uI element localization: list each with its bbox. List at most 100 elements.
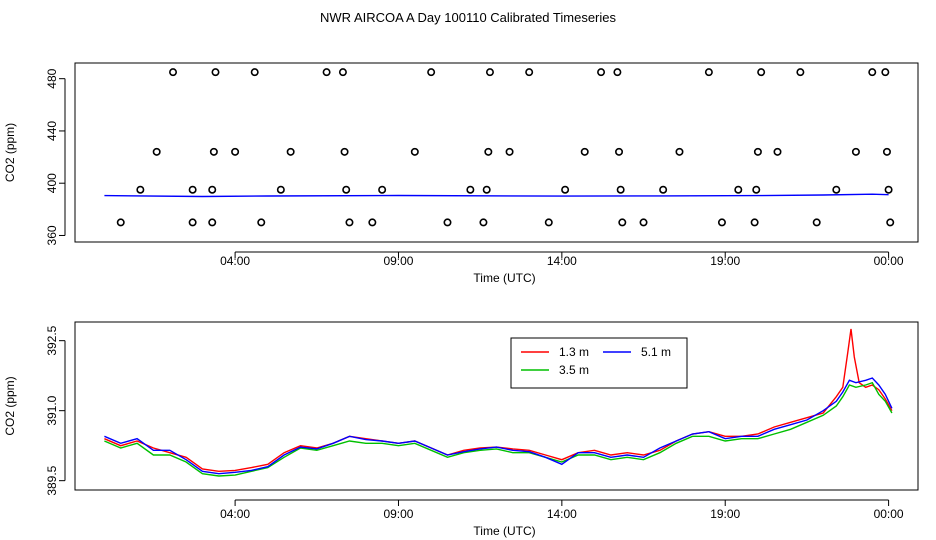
data-point xyxy=(505,147,514,156)
x-axis: 04:00 09:00 14:00 19:00 00:00 xyxy=(220,499,904,521)
data-point xyxy=(525,68,534,77)
data-point xyxy=(580,147,589,156)
data-point xyxy=(208,218,217,227)
y-axis: 360 400 440 480 xyxy=(45,68,66,245)
data-point xyxy=(882,147,891,156)
data-point xyxy=(597,68,606,77)
y-axis-title: CO2 (ppm) xyxy=(3,123,17,182)
data-point xyxy=(851,147,860,156)
data-point xyxy=(757,68,766,77)
data-point xyxy=(466,185,475,194)
data-point xyxy=(615,147,624,156)
data-point xyxy=(322,68,331,77)
data-point xyxy=(427,68,436,77)
data-point xyxy=(345,218,354,227)
data-point xyxy=(752,185,761,194)
data-point xyxy=(485,68,494,77)
x-axis-title: Time (UTC) xyxy=(473,271,535,285)
data-point xyxy=(169,68,178,77)
data-point xyxy=(561,185,570,194)
data-point xyxy=(484,147,493,156)
data-point xyxy=(753,147,762,156)
x-axis: 04:00 09:00 14:00 19:00 00:00 xyxy=(220,251,904,268)
legend: 1.3 m 3.5 m 5.1 m xyxy=(510,337,688,389)
y-tick-label: 360 xyxy=(45,225,59,245)
data-point xyxy=(276,185,285,194)
data-point xyxy=(479,218,488,227)
data-point xyxy=(340,147,349,156)
plot-frame xyxy=(74,321,919,491)
legend-label: 1.3 m xyxy=(559,345,589,359)
data-point xyxy=(209,147,218,156)
data-point xyxy=(675,147,684,156)
data-point xyxy=(286,147,295,156)
data-point xyxy=(618,218,627,227)
x-tick-label: 14:00 xyxy=(547,507,577,521)
data-point xyxy=(188,218,197,227)
data-point xyxy=(211,68,220,77)
data-point xyxy=(257,218,266,227)
series-line xyxy=(104,193,889,198)
x-tick-label: 04:00 xyxy=(220,254,250,268)
data-point xyxy=(704,68,713,77)
data-point xyxy=(136,185,145,194)
x-axis-title: Time (UTC) xyxy=(473,524,535,538)
legend-box xyxy=(510,337,688,389)
y-tick-label: 400 xyxy=(45,173,59,193)
x-tick-label: 00:00 xyxy=(874,254,904,268)
data-point xyxy=(338,68,347,77)
data-point xyxy=(881,68,890,77)
y-tick-label: 480 xyxy=(45,68,59,88)
data-point xyxy=(152,147,161,156)
bottom-panel-calibrated-co2: 04:00 09:00 14:00 19:00 00:00 Time (UTC) 389.5… xyxy=(3,321,919,538)
series-0 xyxy=(116,68,895,227)
legend-label: 5.1 m xyxy=(641,345,671,359)
y-tick-label: 392.5 xyxy=(45,325,59,355)
x-tick-label: 09:00 xyxy=(383,507,413,521)
data-point xyxy=(378,185,387,194)
data-point xyxy=(368,218,377,227)
series-0 xyxy=(104,328,893,473)
data-point xyxy=(116,218,125,227)
series-2 xyxy=(104,377,893,475)
data-point xyxy=(639,218,648,227)
data-point xyxy=(188,185,197,194)
top-panel-raw-co2: 04:00 09:00 14:00 19:00 00:00 Time (UTC) 360 40… xyxy=(3,62,919,285)
data-point xyxy=(717,218,726,227)
x-tick-label: 19:00 xyxy=(710,507,740,521)
data-point xyxy=(482,185,491,194)
data-point xyxy=(342,185,351,194)
y-tick-label: 391.0 xyxy=(45,395,59,425)
data-point xyxy=(886,218,895,227)
data-point xyxy=(832,185,841,194)
data-point xyxy=(231,147,240,156)
data-point xyxy=(544,218,553,227)
data-point xyxy=(208,185,217,194)
data-point xyxy=(659,185,668,194)
y-tick-label: 440 xyxy=(45,121,59,141)
x-tick-label: 09:00 xyxy=(383,254,413,268)
data-point xyxy=(773,147,782,156)
data-point xyxy=(750,218,759,227)
data-point xyxy=(443,218,452,227)
x-tick-label: 04:00 xyxy=(220,507,250,521)
y-axis-title: CO2 (ppm) xyxy=(3,376,17,435)
series-line xyxy=(104,377,893,475)
chart-title: NWR AIRCOA A Day 100110 Calibrated Times… xyxy=(320,10,616,25)
data-point xyxy=(868,68,877,77)
data-point xyxy=(796,68,805,77)
data-point xyxy=(613,68,622,77)
y-axis: 389.5 391.0 392.5 xyxy=(45,325,66,496)
legend-label: 3.5 m xyxy=(559,363,589,377)
x-tick-label: 00:00 xyxy=(874,507,904,521)
series-1 xyxy=(104,193,889,198)
data-point xyxy=(616,185,625,194)
data-point xyxy=(410,147,419,156)
data-point xyxy=(734,185,743,194)
data-point xyxy=(884,185,893,194)
plot-frame xyxy=(74,62,919,243)
data-point xyxy=(812,218,821,227)
series-line xyxy=(104,328,893,473)
x-tick-label: 19:00 xyxy=(710,254,740,268)
